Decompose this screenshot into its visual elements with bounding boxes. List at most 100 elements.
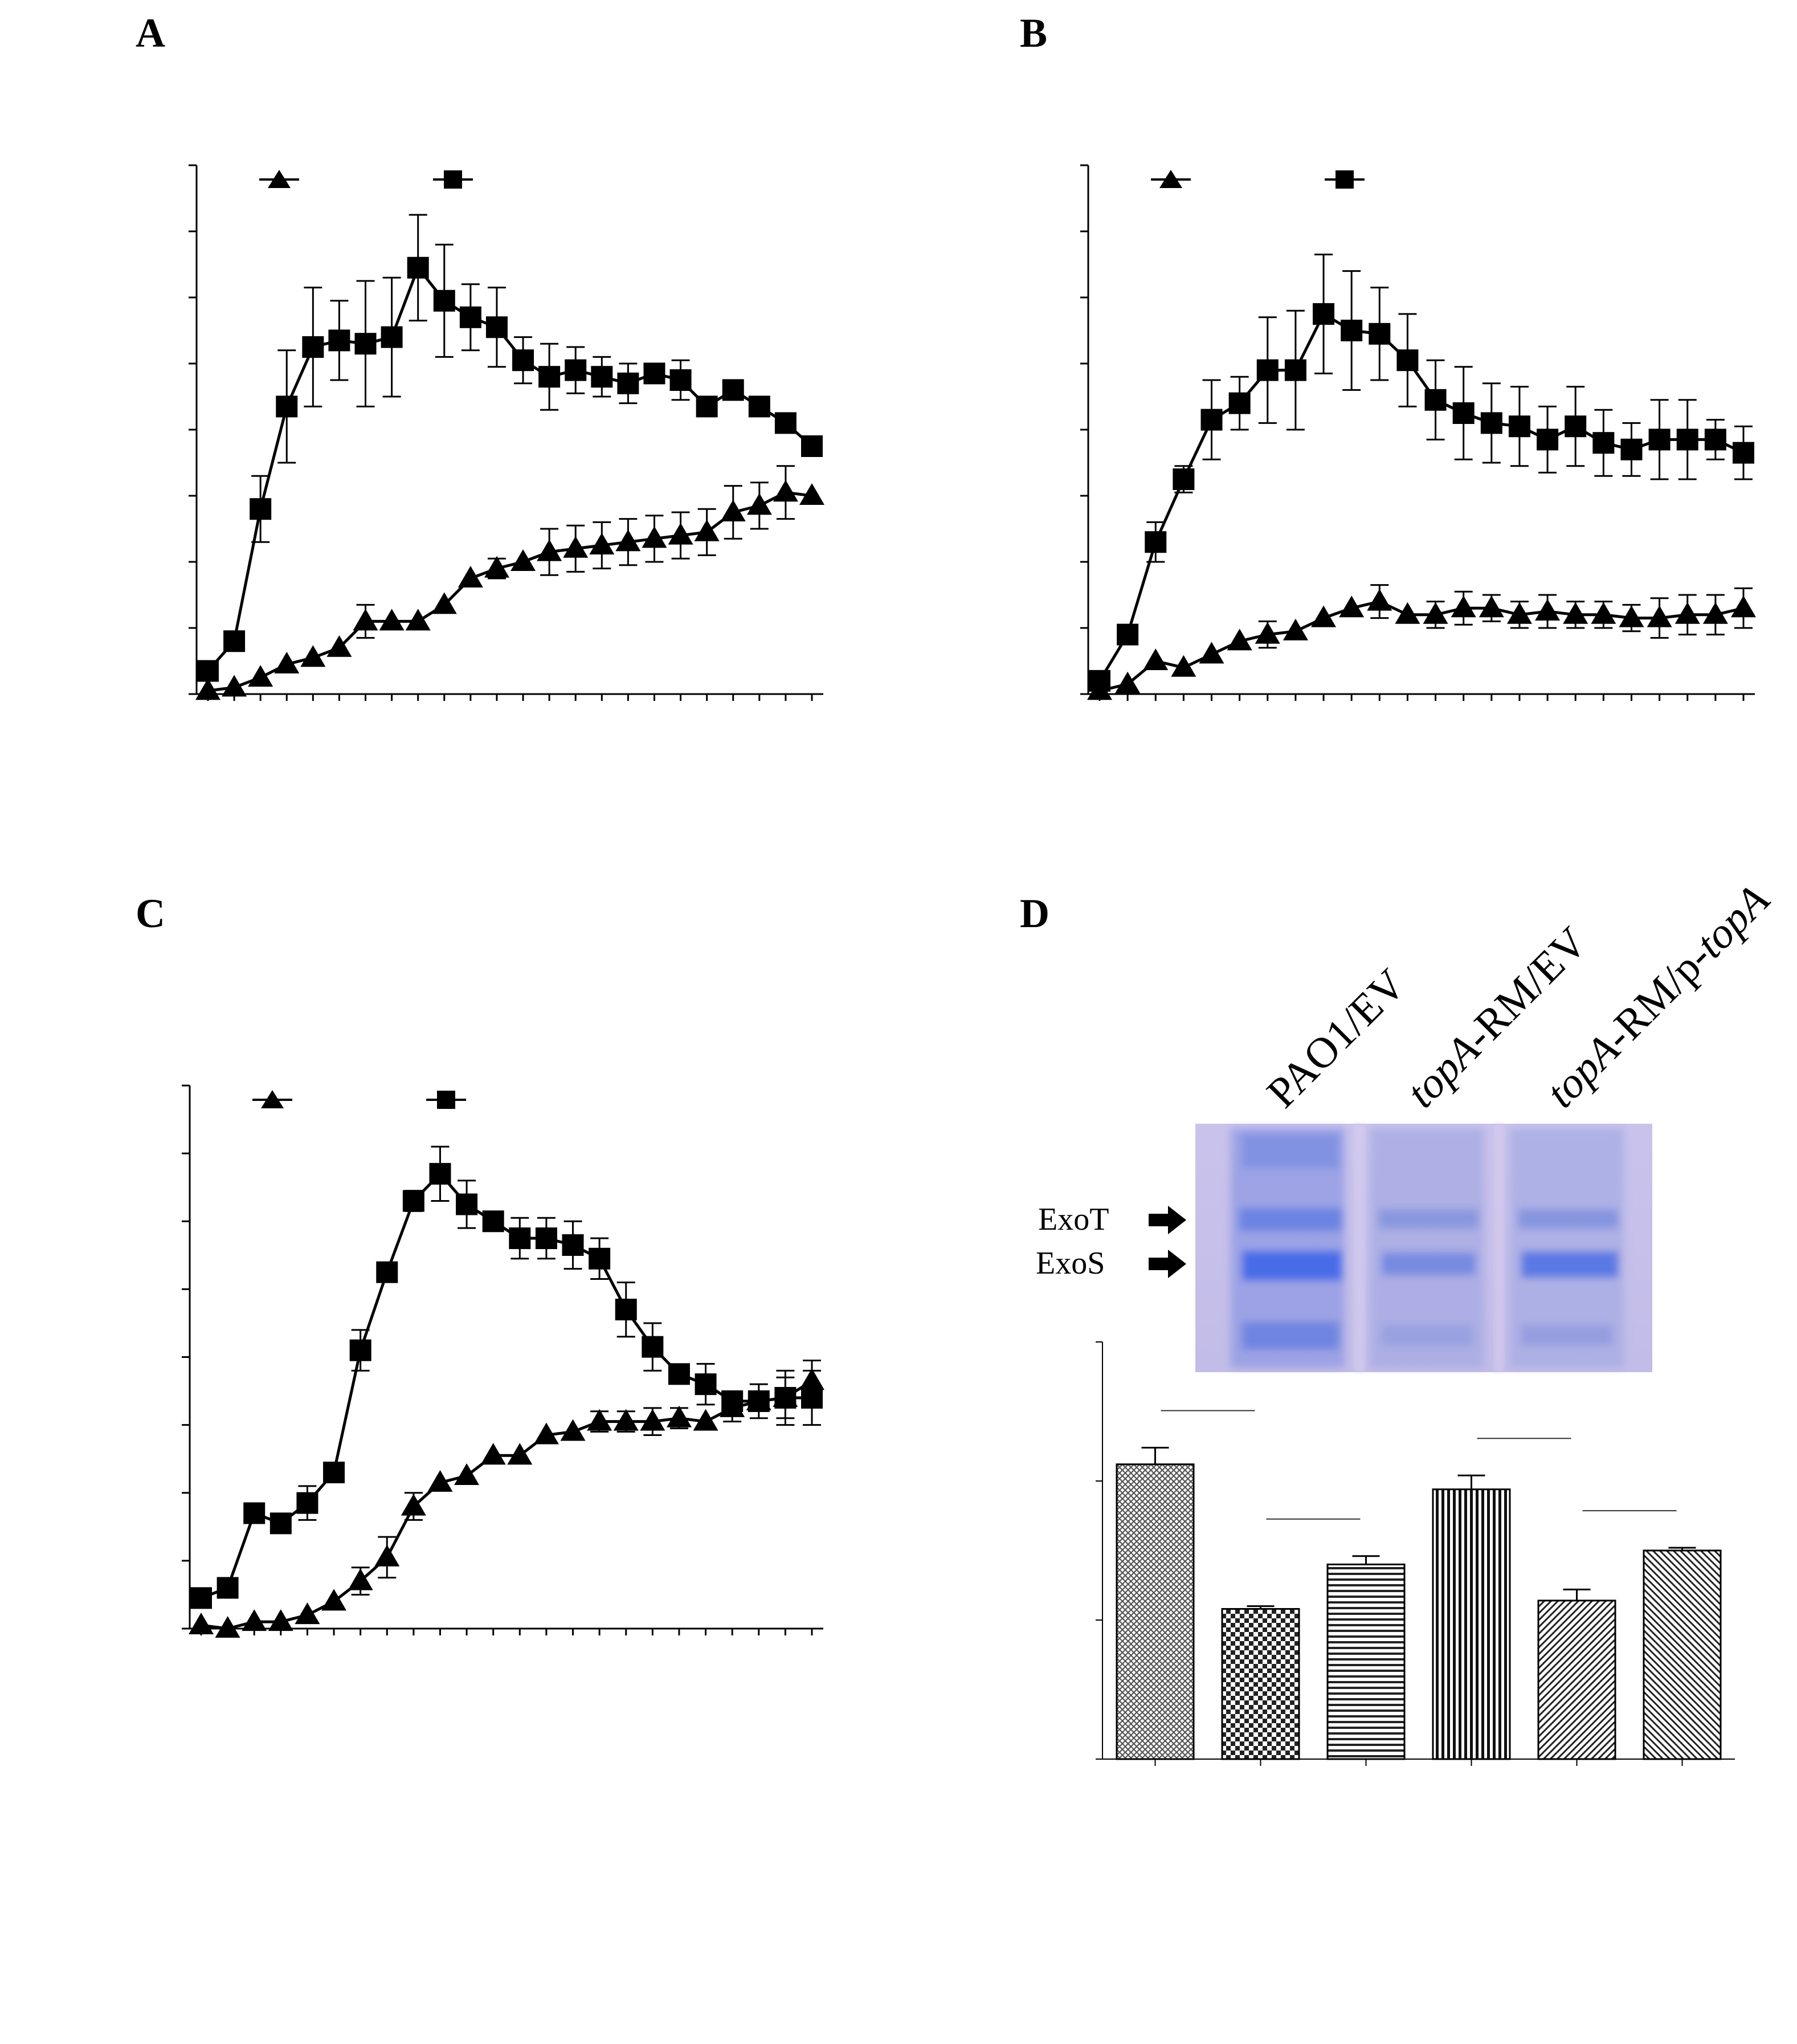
series-line-topa-rm — [201, 1380, 813, 1630]
data-point-pao1 — [323, 1462, 345, 1484]
data-point-topa-rm — [642, 526, 667, 548]
data-point-pao1 — [722, 379, 744, 401]
data-point-pao1 — [774, 412, 797, 434]
data-point-topa-rm — [537, 539, 562, 561]
data-point-pao1 — [376, 1261, 398, 1283]
data-point-pao1 — [276, 395, 298, 418]
gel-band-exot-3 — [1518, 1209, 1618, 1229]
band-label-exos: ExoS — [1036, 1246, 1105, 1281]
data-point-topa-rm — [799, 483, 824, 505]
legend-triangle-marker — [268, 170, 291, 188]
legend-triangle-marker — [1159, 170, 1182, 188]
data-point-pao1 — [1256, 359, 1279, 381]
data-point-pao1 — [669, 369, 692, 391]
data-point-pao1 — [1089, 670, 1110, 692]
bar — [1432, 1488, 1511, 1760]
series-line-pao1 — [201, 1172, 812, 1600]
data-point-topa-rm — [560, 1419, 586, 1441]
gel-band-exos-3 — [1521, 1251, 1618, 1278]
data-point-topa-rm — [613, 1409, 639, 1431]
data-point-topa-rm — [374, 1544, 400, 1566]
arrow-right-icon — [1149, 1250, 1186, 1278]
data-point-pao1 — [1565, 415, 1587, 438]
data-point-pao1 — [217, 1577, 239, 1599]
data-point-pao1 — [223, 630, 246, 652]
data-point-topa-rm — [458, 566, 483, 588]
data-point-pao1 — [1173, 468, 1195, 490]
data-point-topa-rm — [195, 678, 220, 700]
data-point-pao1 — [354, 333, 377, 355]
data-point-pao1 — [429, 1162, 451, 1185]
data-point-topa-rm — [248, 665, 273, 687]
data-point-topa-rm — [215, 1616, 240, 1638]
data-point-topa-rm — [1199, 642, 1224, 664]
legend-square-marker — [437, 1091, 455, 1109]
data-point-pao1 — [801, 435, 823, 457]
data-point-topa-rm — [405, 609, 431, 631]
data-point-pao1 — [250, 498, 272, 520]
data-point-pao1 — [381, 326, 403, 348]
data-point-pao1 — [1704, 429, 1726, 451]
data-point-topa-rm — [1535, 599, 1561, 621]
data-point-topa-rm — [379, 609, 405, 631]
bar — [1643, 1549, 1722, 1760]
legend-triangle-marker — [261, 1090, 284, 1108]
data-point-pao1 — [328, 329, 350, 352]
series-line-topa-rm — [1099, 599, 1744, 692]
panel-letter-c: C — [136, 891, 165, 936]
data-point-topa-rm — [746, 493, 772, 515]
data-point-pao1 — [1452, 402, 1475, 424]
data-point-pao1 — [535, 1227, 557, 1250]
data-point-pao1 — [1508, 415, 1530, 438]
data-point-topa-rm — [1479, 595, 1504, 618]
data-point-pao1 — [1117, 623, 1139, 646]
data-point-topa-rm — [1171, 655, 1196, 677]
data-point-topa-rm — [222, 675, 247, 697]
data-point-topa-rm — [321, 1589, 347, 1611]
bar — [1221, 1608, 1300, 1760]
data-point-pao1 — [1424, 389, 1447, 411]
data-point-topa-rm — [1675, 602, 1700, 624]
data-point-pao1 — [1592, 432, 1615, 454]
panel-letter-b: B — [1020, 10, 1047, 56]
gel-band-exos-2 — [1382, 1252, 1476, 1275]
data-point-pao1 — [197, 660, 219, 682]
data-point-pao1 — [1620, 438, 1643, 460]
data-point-topa-rm — [431, 592, 457, 614]
band-label-exot: ExoT — [1038, 1202, 1109, 1237]
legend-square-marker — [444, 170, 462, 189]
data-point-topa-rm — [720, 500, 746, 521]
data-point-pao1 — [482, 1210, 504, 1233]
data-point-topa-rm — [589, 533, 615, 554]
gel-band-lower-1 — [1242, 1322, 1339, 1349]
data-point-topa-rm — [693, 1409, 718, 1431]
gel-gap-1 — [1354, 1124, 1365, 1372]
data-point-topa-rm — [1227, 629, 1252, 651]
data-point-topa-rm — [1339, 595, 1365, 618]
data-point-pao1 — [1341, 320, 1363, 341]
data-point-pao1 — [243, 1502, 266, 1524]
data-point-topa-rm — [1395, 602, 1420, 624]
data-point-pao1 — [1537, 429, 1559, 451]
gel-band-lower-2 — [1382, 1325, 1473, 1345]
bar — [1537, 1600, 1616, 1760]
data-point-topa-rm — [1143, 648, 1169, 670]
data-point-topa-rm — [1367, 589, 1392, 611]
gel-gap-2 — [1494, 1124, 1504, 1372]
data-point-pao1 — [696, 395, 718, 418]
lane-label-pao1-ev: PAO1/EV — [1258, 960, 1415, 1117]
data-point-topa-rm — [1591, 602, 1616, 624]
data-point-pao1 — [407, 256, 429, 279]
data-point-pao1 — [433, 289, 455, 312]
data-point-topa-rm — [694, 519, 720, 541]
data-point-pao1 — [748, 1390, 770, 1412]
data-point-pao1 — [589, 1247, 611, 1270]
data-point-topa-rm — [507, 1443, 533, 1465]
data-point-topa-rm — [484, 556, 509, 578]
bar — [1116, 1463, 1195, 1760]
data-point-topa-rm — [587, 1409, 612, 1431]
western-blot-gel — [1195, 1124, 1652, 1372]
arrow-right-icon — [1149, 1206, 1186, 1234]
line-chart-exos — [189, 164, 824, 701]
